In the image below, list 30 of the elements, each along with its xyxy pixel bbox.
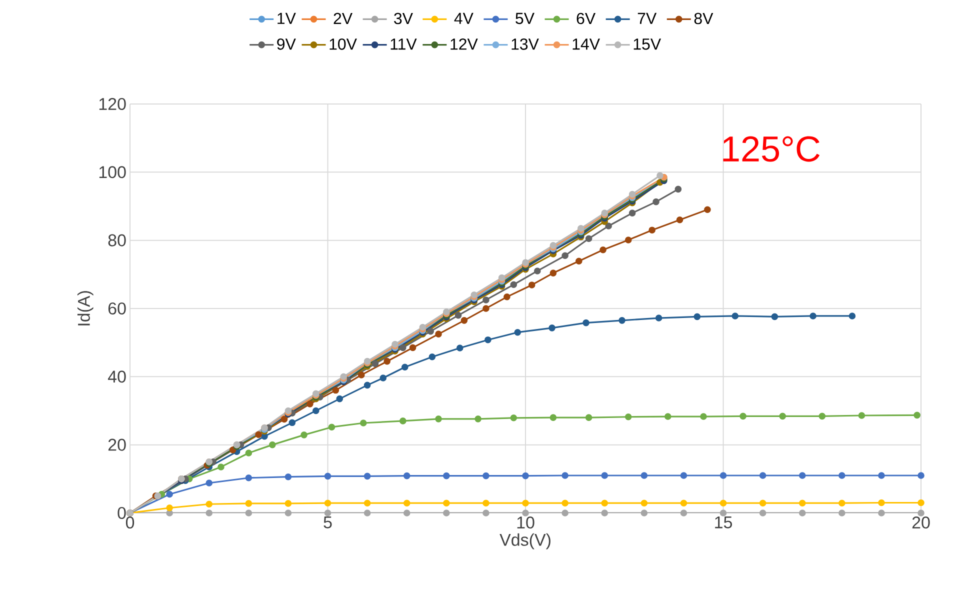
legend-label: 12V [450, 38, 478, 50]
y-tick-label: 0 [118, 506, 126, 520]
x-axis-title: Vds(V) [500, 533, 550, 550]
legend-label: 7V [638, 12, 657, 24]
legend-label: 2V [334, 12, 352, 24]
y-tick-label: 40 [108, 370, 126, 383]
legend-label: 13V [512, 38, 539, 50]
legend-label: 8V [694, 12, 714, 24]
annotation: 125°C [723, 136, 820, 162]
legend-label: 3V [394, 12, 413, 24]
legend-label: 11V [390, 38, 417, 50]
x-tick-label: 20 [912, 516, 930, 529]
x-tick-label: 5 [324, 516, 332, 528]
x-tick-label: 10 [517, 516, 534, 529]
legend-label: 5V [516, 12, 534, 24]
y-tick-label: 100 [99, 166, 126, 178]
legend-label: 15V [634, 38, 662, 50]
legend-label: 6V [576, 12, 596, 24]
legend-label: 4V [454, 12, 474, 24]
legend-label: 1V [278, 12, 296, 24]
y-tick-label: 20 [108, 438, 126, 451]
legend-label: 14V [572, 38, 600, 50]
y-axis-title: Id(A) [77, 291, 94, 326]
legend-label: 10V [330, 38, 357, 50]
y-tick-label: 80 [108, 234, 126, 246]
y-tick-label: 120 [99, 98, 126, 110]
x-tick-label: 15 [715, 516, 732, 528]
y-tick-label: 60 [108, 302, 126, 315]
legend-label: 9V [277, 38, 296, 50]
x-tick-label: 0 [126, 516, 134, 529]
